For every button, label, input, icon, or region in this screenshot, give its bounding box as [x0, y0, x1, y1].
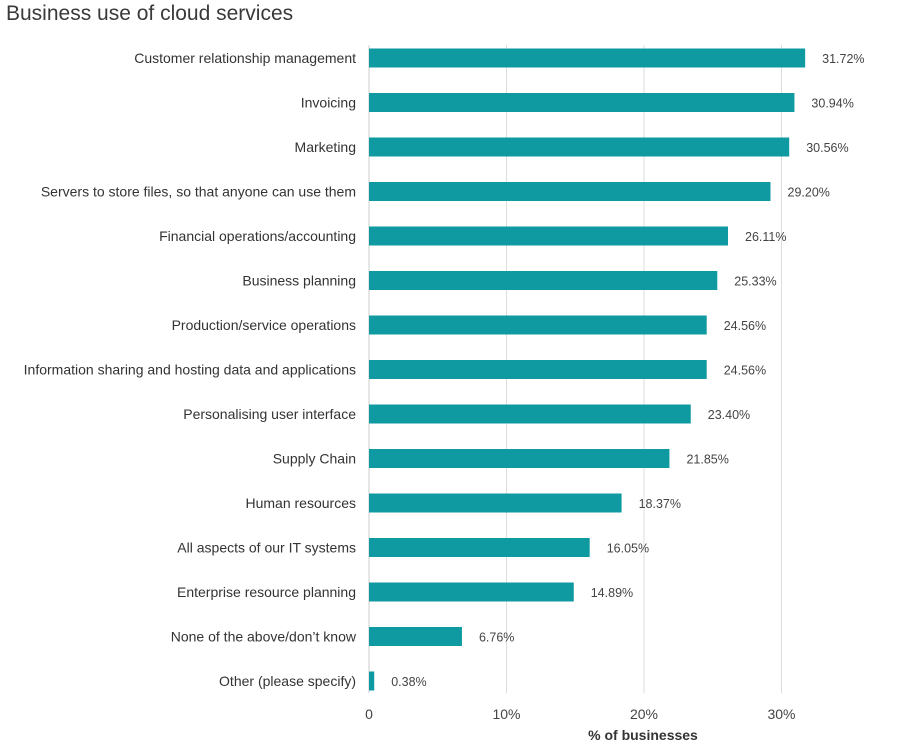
value-label-9: 21.85%: [686, 453, 728, 467]
value-label-5: 25.33%: [734, 275, 776, 289]
bar-14: [369, 671, 375, 691]
x-axis: 0 10% 20% 30%: [365, 706, 795, 722]
category-label-6: Production/service operations: [172, 317, 356, 333]
value-label-8: 23.40%: [708, 408, 750, 422]
category-label-14: Other (please specify): [219, 673, 356, 689]
category-label-9: Supply Chain: [273, 451, 356, 467]
bar-0: [369, 48, 806, 68]
value-label-11: 16.05%: [607, 542, 649, 556]
category-label-1: Invoicing: [301, 95, 356, 111]
value-label-0: 31.72%: [822, 52, 864, 66]
category-label-13: None of the above/don’t know: [171, 629, 357, 645]
category-label-5: Business planning: [242, 273, 356, 289]
value-label-6: 24.56%: [724, 319, 766, 333]
value-label-12: 14.89%: [591, 586, 633, 600]
chart-title: Business use of cloud services: [6, 2, 294, 25]
category-label-10: Human resources: [246, 495, 357, 511]
value-label-4: 26.11%: [745, 230, 786, 244]
x-tick-label-2: 20%: [630, 706, 658, 722]
bar-12: [369, 582, 574, 602]
x-tick-label-3: 30%: [767, 706, 795, 722]
category-label-4: Financial operations/accounting: [159, 228, 356, 244]
category-label-0: Customer relationship management: [134, 50, 356, 66]
category-label-12: Enterprise resource planning: [177, 584, 356, 600]
bar-4: [369, 226, 729, 246]
bar-10: [369, 493, 622, 513]
category-label-3: Servers to store files, so that anyone c…: [41, 184, 356, 200]
bar-13: [369, 627, 462, 646]
bar-7: [369, 360, 707, 379]
bar-5: [369, 271, 718, 290]
bar-11: [369, 538, 590, 557]
bar-9: [369, 449, 670, 468]
category-label-7: Information sharing and hosting data and…: [24, 362, 356, 378]
value-label-14: 0.38%: [391, 675, 426, 689]
value-label-7: 24.56%: [724, 364, 766, 378]
x-axis-title: % of businesses: [588, 727, 698, 743]
bar-3: [369, 182, 771, 201]
x-tick-label-1: 10%: [492, 706, 520, 722]
value-label-10: 18.37%: [639, 497, 681, 511]
value-label-13: 6.76%: [479, 631, 514, 645]
bars-layer: [369, 48, 806, 691]
bar-2: [369, 137, 790, 157]
category-label-2: Marketing: [295, 139, 356, 155]
x-tick-label-0: 0: [365, 706, 373, 722]
value-label-1: 30.94%: [811, 97, 853, 111]
bar-6: [369, 315, 707, 335]
labels-layer: Customer relationship management 31.72% In…: [24, 50, 865, 689]
value-label-3: 29.20%: [788, 186, 830, 200]
bar-1: [369, 93, 795, 112]
bar-8: [369, 404, 691, 424]
category-label-11: All aspects of our IT systems: [177, 540, 356, 556]
category-label-8: Personalising user interface: [183, 406, 356, 422]
value-label-2: 30.56%: [806, 141, 848, 155]
